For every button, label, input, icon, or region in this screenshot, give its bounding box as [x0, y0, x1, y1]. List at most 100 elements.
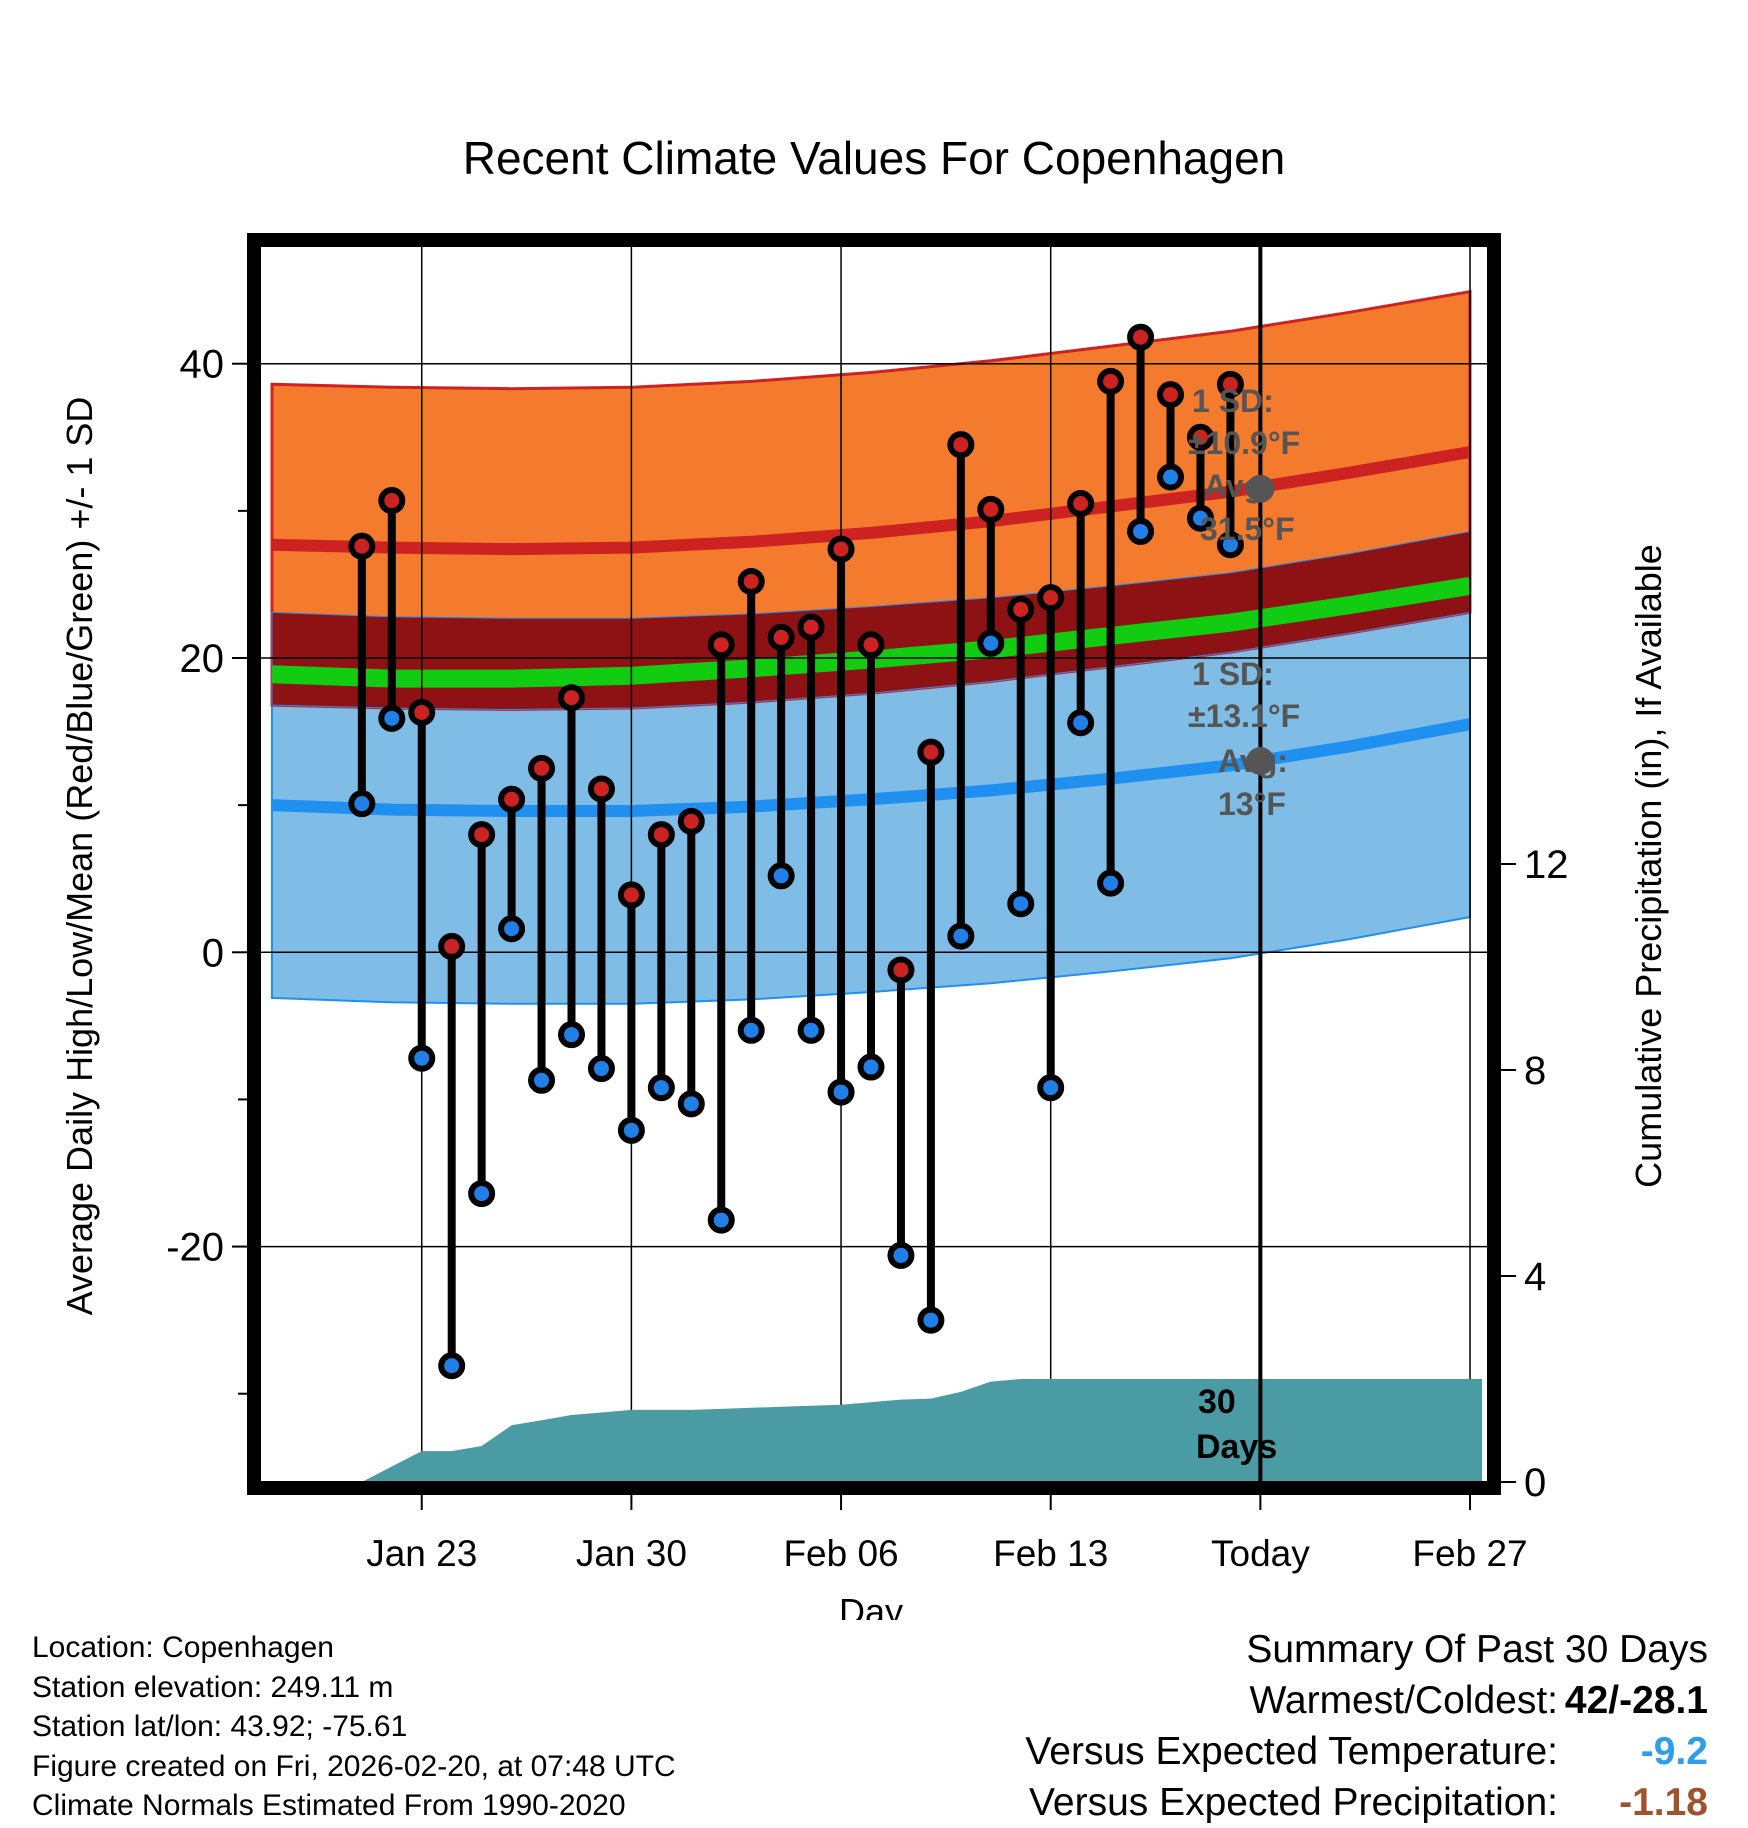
daily-high-point: [378, 487, 406, 515]
daily-high-point: [1097, 367, 1125, 395]
daily-low-point: [797, 1016, 825, 1044]
daily-high-point: [498, 785, 526, 813]
x-tick-label: Jan 30: [576, 1533, 687, 1574]
latlon-text: Station lat/lon: 43.92; -75.61: [32, 1710, 408, 1743]
daily-high-point: [587, 775, 615, 803]
daily-high-point: [917, 738, 945, 766]
daily-high-point: [647, 821, 675, 849]
daily-high-point: [438, 932, 466, 960]
temp-label: Versus Expected Temperature:: [1025, 1730, 1558, 1773]
daily-low-point: [977, 629, 1005, 657]
daily-low-point: [1216, 531, 1244, 559]
y2-axis-label: Cumulative Precipitation (in), If Availa…: [1628, 544, 1669, 1188]
daily-high-point: [827, 535, 855, 563]
x-tick-label: Feb 27: [1412, 1533, 1527, 1574]
daily-low-point: [587, 1055, 615, 1083]
daily-high-point: [1186, 423, 1214, 451]
daily-low-point: [1037, 1074, 1065, 1102]
high-avg-label: Avg:: [1204, 468, 1274, 504]
daily-low-point: [827, 1078, 855, 1106]
precipitation-area: [361, 246, 1482, 1482]
daily-high-point: [1067, 490, 1095, 517]
daily-high-point: [408, 698, 436, 726]
location-text: Location: Copenhagen: [32, 1631, 334, 1664]
daily-low-point: [677, 1090, 705, 1118]
daily-high-point: [797, 613, 825, 641]
x-tick-label: Today: [1211, 1533, 1310, 1574]
daily-low-point: [617, 1116, 645, 1144]
y-tick-label: 20: [180, 637, 225, 681]
summary-precip-row: Versus Expected Precipitation: -1.18: [1025, 1777, 1708, 1828]
low-avg-value: 13°F: [1218, 786, 1286, 822]
daily-high-point: [468, 821, 496, 849]
normals-text: Climate Normals Estimated From 1990-2020: [32, 1789, 626, 1822]
summary-heading: Summary Of Past 30 Days: [1246, 1628, 1708, 1671]
daily-high-point: [1216, 370, 1244, 398]
daily-high-point: [677, 807, 705, 835]
low-avg-label: Avg:: [1218, 743, 1288, 779]
x-axis-label: Day: [839, 1591, 903, 1620]
daily-low-point: [557, 1021, 585, 1049]
summary-panel: Summary Of Past 30 Days Warmest/Coldest:…: [1025, 1624, 1708, 1828]
daily-high-point: [857, 631, 885, 659]
x-tick-label: Jan 23: [366, 1533, 477, 1574]
daily-low-point: [1186, 504, 1214, 532]
y2-tick-label: 0: [1524, 1461, 1546, 1505]
daily-high-point: [1157, 381, 1185, 409]
daily-low-point: [707, 1206, 735, 1234]
y2-tick-label: 8: [1524, 1049, 1546, 1093]
elevation-text: Station elevation: 249.11 m: [32, 1670, 394, 1704]
days-count-label: 30: [1198, 1383, 1236, 1421]
today-high-average-marker: [1246, 474, 1275, 503]
daily-high-point: [528, 754, 556, 782]
axes: -20 0 20 40 0 4 8 12 Jan 23 Jan 30 Feb 06 Feb 13 Tod…: [166, 343, 1568, 1574]
y-tick-label: 40: [180, 343, 225, 387]
y2-tick-label: 12: [1524, 843, 1569, 887]
y-tick-label: -20: [166, 1226, 224, 1270]
daily-low-point: [947, 922, 975, 950]
daily-low-point: [528, 1066, 556, 1094]
daily-high-point: [737, 567, 765, 595]
daily-low-point: [408, 1044, 436, 1072]
precipitation-fill: [361, 1379, 1482, 1482]
low-sd-value: ±13.1°F: [1188, 698, 1300, 734]
daily-high-point: [1007, 595, 1035, 623]
daily-high-point: [617, 881, 645, 909]
daily-low-point: [1157, 463, 1185, 491]
daily-high-point: [348, 532, 376, 560]
daily-low-point: [348, 790, 376, 818]
daily-low-point: [647, 1074, 675, 1102]
plot-border: [247, 233, 1501, 1495]
precip-label: Versus Expected Precipitation:: [1029, 1781, 1558, 1824]
normal-annotations: 1 SD: ±10.9°F Avg: 31.5°F 1 SD: ±13.1°F …: [1188, 383, 1300, 1466]
precip-value: -1.18: [1619, 1781, 1708, 1824]
daily-low-point: [1007, 890, 1035, 918]
today-low-average-marker: [1246, 747, 1275, 775]
daily-high-point: [887, 956, 915, 984]
daily-high-point: [557, 684, 585, 712]
daily-low-point: [438, 1352, 466, 1380]
daily-high-point: [977, 495, 1005, 523]
daily-high-point: [707, 631, 735, 659]
daily-low-point: [1127, 517, 1155, 545]
plot-frame: [247, 233, 1501, 1495]
summary-temp-row: Versus Expected Temperature: -9.2: [1025, 1726, 1708, 1777]
low-sd-label: 1 SD:: [1192, 656, 1274, 692]
daily-high-point: [947, 431, 975, 459]
daily-high-point: [1037, 584, 1065, 612]
daily-low-point: [767, 862, 795, 890]
days-word-label: Days: [1196, 1428, 1277, 1466]
daily-low-point: [887, 1241, 915, 1269]
daily-range-bars: [348, 323, 1275, 1380]
daily-high-point: [1127, 323, 1155, 351]
chart-title: Recent Climate Values For Copenhagen: [463, 132, 1286, 184]
daily-low-point: [917, 1306, 945, 1334]
high-sd-value: ±10.9°F: [1188, 425, 1300, 461]
daily-low-point: [378, 704, 406, 732]
station-info: Location: Copenhagen Station elevation: …: [32, 1628, 676, 1826]
daily-low-point: [1067, 709, 1095, 737]
x-tick-label: Feb 13: [993, 1533, 1108, 1574]
daily-low-point: [857, 1053, 885, 1081]
y-axis-label: Average Daily High/Low/Mean (Red/Blue/Gr…: [59, 397, 100, 1316]
temp-value: -9.2: [1640, 1730, 1708, 1773]
